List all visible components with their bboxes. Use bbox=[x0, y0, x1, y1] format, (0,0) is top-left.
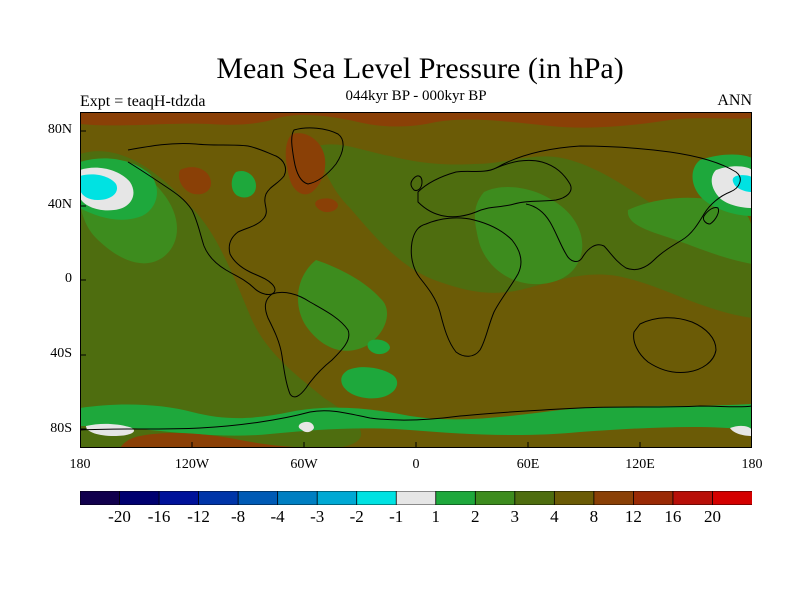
contour-fill-high bbox=[80, 112, 752, 448]
colorbar-swatch bbox=[672, 491, 714, 505]
colorbar-label: -20 bbox=[108, 507, 131, 526]
colorbar-swatch bbox=[395, 491, 437, 505]
colorbar-swatch bbox=[198, 491, 240, 505]
contour-fill-negative bbox=[80, 166, 752, 436]
colorbar-label: -4 bbox=[270, 507, 285, 526]
lat-tick-label: 80N bbox=[47, 122, 72, 137]
map-title: Mean Sea Level Pressure (in hPa) bbox=[216, 52, 624, 85]
colorbar-svg bbox=[80, 491, 752, 505]
colorbar-swatch bbox=[119, 491, 160, 505]
colorbar-swatch bbox=[80, 491, 121, 505]
contour-near-zero bbox=[367, 339, 390, 355]
colorbar-swatch bbox=[277, 491, 319, 505]
colorbar-label: 12 bbox=[624, 507, 642, 526]
contour-positive-high bbox=[285, 133, 326, 195]
tick-marks bbox=[80, 130, 641, 448]
lon-tick-label: 0 bbox=[412, 457, 420, 472]
colorbar-swatch bbox=[593, 491, 635, 505]
colorbar-swatch bbox=[633, 491, 674, 505]
lon-tick-label: 180 bbox=[69, 457, 91, 472]
coastline-antarctica bbox=[80, 405, 752, 431]
coastline-south-america bbox=[264, 291, 350, 398]
season-label: ANN bbox=[717, 92, 752, 109]
colorbar-label: 3 bbox=[510, 507, 520, 526]
colorbar-label: 16 bbox=[664, 507, 682, 526]
lon-tick-label: 60W bbox=[290, 457, 318, 472]
contour-near-zero bbox=[341, 367, 398, 399]
coastline-europe bbox=[417, 159, 572, 218]
colorbar-label: -12 bbox=[187, 507, 210, 526]
lon-tick-label: 120W bbox=[174, 457, 210, 472]
coastline-japan bbox=[703, 207, 719, 225]
colorbar-label: -8 bbox=[231, 507, 246, 526]
colorbar-label: 8 bbox=[589, 507, 599, 526]
contour-low-positive bbox=[474, 186, 583, 285]
lat-tick-label: 80S bbox=[50, 421, 72, 436]
colorbar-label: -16 bbox=[147, 507, 171, 526]
colorbar-label: -3 bbox=[310, 507, 325, 526]
colorbar-swatch bbox=[514, 491, 556, 505]
coastlines bbox=[80, 127, 752, 431]
lat-tick-label: 0 bbox=[65, 271, 72, 286]
experiment-label: Expt = teaqH-tdzda bbox=[80, 93, 206, 110]
contour-slight-negative bbox=[86, 423, 134, 436]
colorbar-swatch bbox=[712, 491, 752, 505]
colorbar-swatch bbox=[158, 491, 200, 505]
colorbar-label: 2 bbox=[471, 507, 480, 526]
contour-positive-high bbox=[315, 198, 338, 213]
colorbar-label: 1 bbox=[431, 507, 441, 526]
lat-tick-label: 40S bbox=[50, 346, 72, 361]
coastline-australia bbox=[633, 317, 717, 373]
coastline-north-america bbox=[127, 142, 287, 295]
colorbar-swatch bbox=[356, 491, 398, 505]
contour-positive-high bbox=[80, 112, 752, 128]
contour-near-zero bbox=[231, 170, 256, 198]
coastline-asia bbox=[495, 145, 741, 271]
lon-tick-label: 60E bbox=[516, 457, 540, 472]
lon-tick-label: 120E bbox=[625, 457, 655, 472]
map-subtitle: 044kyr BP - 000kyr BP bbox=[345, 88, 487, 104]
map-svg bbox=[80, 112, 752, 448]
contour-slight-negative bbox=[730, 425, 752, 436]
colorbar-label: -1 bbox=[389, 507, 404, 526]
pressure-map bbox=[80, 112, 752, 448]
colorbar-swatch bbox=[553, 491, 595, 505]
contour-low-positive bbox=[627, 197, 752, 264]
colorbar-label: 20 bbox=[704, 507, 721, 526]
colorbar-swatch bbox=[435, 491, 477, 505]
colorbar-swatch bbox=[237, 491, 279, 505]
coastline-uk bbox=[410, 175, 423, 191]
lon-tick-label: 180 bbox=[741, 457, 763, 472]
contour-negative bbox=[732, 175, 752, 192]
contour-positive-high bbox=[120, 433, 320, 448]
coastline-africa bbox=[410, 217, 522, 357]
colorbar bbox=[80, 491, 752, 505]
colorbar-swatch bbox=[474, 491, 516, 505]
colorbar-label: -2 bbox=[349, 507, 364, 526]
colorbar-swatch bbox=[316, 491, 358, 505]
contour-slight-negative bbox=[298, 421, 314, 433]
contour-positive-high bbox=[178, 167, 212, 195]
coastline-greenland bbox=[291, 127, 344, 185]
colorbar-label: 4 bbox=[550, 507, 559, 526]
contour-low-positive bbox=[297, 260, 388, 351]
contour-negative bbox=[80, 174, 118, 200]
lat-tick-label: 40N bbox=[47, 197, 72, 212]
